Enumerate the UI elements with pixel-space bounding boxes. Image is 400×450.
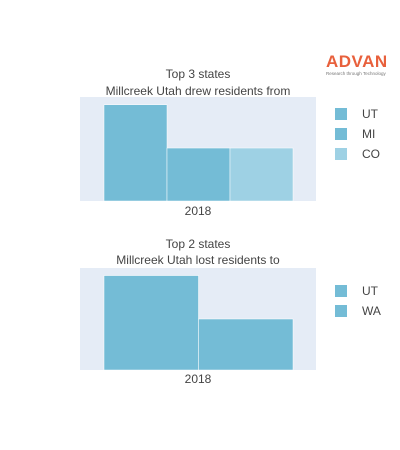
- bar-co-chart-1: [229, 147, 294, 202]
- bar-ut-chart-2: [103, 275, 199, 371]
- legend-label-ut-chart-1: UT: [362, 107, 379, 121]
- chart-title-2-line-1: Top 2 states: [166, 237, 231, 251]
- legend-label-ut-chart-2: UT: [362, 284, 379, 298]
- bar-mi-chart-1: [166, 147, 231, 202]
- chart-title-1-line-1: Top 3 states: [166, 67, 231, 81]
- legend-swatch-ut-chart-1: [335, 108, 347, 120]
- x-tick-label-chart-2: 2018: [185, 372, 212, 386]
- legend-label-mi-chart-1: MI: [362, 127, 375, 141]
- x-tick-label-chart-1: 2018: [185, 204, 212, 218]
- bar-wa-chart-2: [198, 318, 294, 371]
- legend-label-co-chart-1: CO: [362, 147, 380, 161]
- legend-label-wa-chart-2: WA: [362, 304, 381, 318]
- chart-title-2-line-2: Millcreek Utah lost residents to: [116, 253, 280, 267]
- legend-swatch-wa-chart-2: [335, 305, 347, 317]
- chart-title-1-line-2: Millcreek Utah drew residents from: [106, 84, 291, 98]
- legend-swatch-mi-chart-1: [335, 128, 347, 140]
- legend-swatch-co-chart-1: [335, 148, 347, 160]
- bar-ut-chart-1: [103, 104, 168, 202]
- logo-wordmark: ADVAN: [326, 52, 388, 71]
- logo-tagline: Research through Technology: [326, 71, 386, 76]
- legend-swatch-ut-chart-2: [335, 285, 347, 297]
- advan-logo: ADVAN Research through Technology: [326, 53, 396, 77]
